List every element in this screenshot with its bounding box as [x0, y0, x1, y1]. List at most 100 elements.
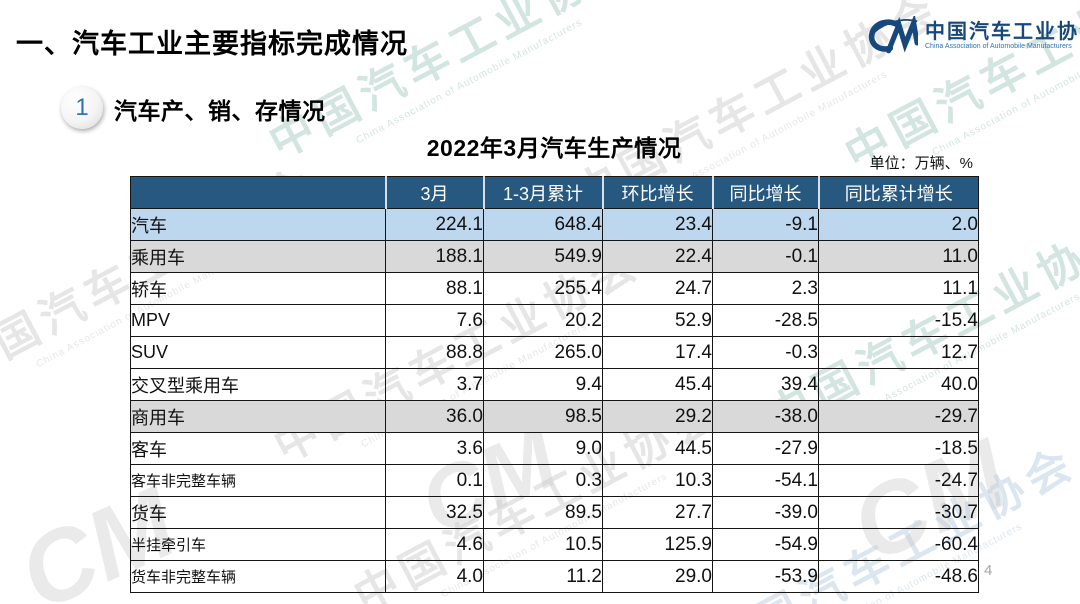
value-cell: 24.7	[602, 272, 713, 305]
value-cell: -48.6	[818, 560, 979, 593]
table-row: 客车非完整车辆 0.1 0.3 10.3 -54.1 -24.7	[130, 464, 979, 497]
value-cell: -18.5	[818, 432, 979, 465]
caam-cm-logo-icon	[866, 16, 918, 56]
value-cell: 648.4	[483, 208, 603, 241]
table-row: 乘用车 188.1 549.9 22.4 -0.1 11.0	[130, 240, 979, 273]
value-cell: 88.8	[385, 336, 484, 369]
table-row: 交叉型乘用车 3.7 9.4 45.4 39.4 40.0	[130, 368, 979, 401]
row-label: 客车	[130, 432, 386, 465]
value-cell: 36.0	[385, 400, 484, 433]
row-label: 客车非完整车辆	[130, 464, 386, 497]
value-cell: 12.7	[818, 336, 979, 369]
value-cell: 98.5	[483, 400, 603, 433]
value-cell: 265.0	[483, 336, 603, 369]
value-cell: 9.4	[483, 368, 603, 401]
value-cell: 3.7	[385, 368, 484, 401]
value-cell: -53.9	[712, 560, 819, 593]
row-label: MPV	[130, 304, 386, 337]
value-cell: 52.9	[602, 304, 713, 337]
value-cell: -60.4	[818, 528, 979, 561]
value-cell: 20.2	[483, 304, 603, 337]
value-cell: -28.5	[712, 304, 819, 337]
value-cell: 0.1	[385, 464, 484, 497]
row-label: 乘用车	[130, 240, 386, 273]
table-row: MPV 7.6 20.2 52.9 -28.5 -15.4	[130, 304, 979, 337]
value-cell: 39.4	[712, 368, 819, 401]
value-cell: 27.7	[602, 496, 713, 529]
value-cell: -0.3	[712, 336, 819, 369]
page-number: 4	[984, 562, 993, 579]
value-cell: -30.7	[818, 496, 979, 529]
value-cell: 188.1	[385, 240, 484, 273]
value-cell: -0.1	[712, 240, 819, 273]
row-label: 轿车	[130, 272, 386, 305]
value-cell: 224.1	[385, 208, 484, 241]
value-cell: 2.3	[712, 272, 819, 305]
row-label: 汽车	[130, 208, 386, 241]
header-cell-cum: 1-3月累计	[482, 176, 603, 209]
value-cell: -29.7	[818, 400, 979, 433]
row-label: 货车非完整车辆	[130, 560, 386, 593]
row-label: 商用车	[130, 400, 386, 433]
value-cell: -54.1	[712, 464, 819, 497]
value-cell: 4.6	[385, 528, 484, 561]
value-cell: 549.9	[483, 240, 603, 273]
value-cell: 88.1	[385, 272, 484, 305]
value-cell: -15.4	[818, 304, 979, 337]
value-cell: 89.5	[483, 496, 603, 529]
logo-name-en: China Association of Automobile Manufact…	[925, 42, 1072, 50]
value-cell: 29.2	[602, 400, 713, 433]
row-label: 交叉型乘用车	[130, 368, 386, 401]
value-cell: 11.2	[483, 560, 603, 593]
value-cell: 11.0	[818, 240, 979, 273]
value-cell: 45.4	[602, 368, 713, 401]
table-title: 2022年3月汽车生产情况	[426, 135, 682, 161]
value-cell: -39.0	[712, 496, 819, 529]
value-cell: 0.3	[483, 464, 603, 497]
logo-name-cn: 中国汽车工业协会	[925, 20, 1080, 43]
value-cell: 17.4	[602, 336, 713, 369]
row-label: 半挂牵引车	[130, 528, 386, 561]
table-row: 货车 32.5 89.5 27.7 -39.0 -30.7	[130, 496, 979, 529]
row-label: SUV	[130, 336, 386, 369]
value-cell: 255.4	[483, 272, 603, 305]
table-row: 轿车 88.1 255.4 24.7 2.3 11.1	[130, 272, 979, 305]
value-cell: 125.9	[602, 528, 713, 561]
value-cell: 10.5	[483, 528, 603, 561]
production-table: 3月 1-3月累计 环比增长 同比增长 同比累计增长 汽车 224.1 648.4 2…	[130, 176, 979, 593]
table-row: SUV 88.8 265.0 17.4 -0.3 12.7	[130, 336, 979, 369]
header-cell-yoy: 同比增长	[711, 176, 819, 209]
value-cell: 22.4	[602, 240, 713, 273]
value-cell: 40.0	[818, 368, 979, 401]
table-row: 汽车 224.1 648.4 23.4 -9.1 2.0	[130, 208, 979, 241]
header-cell-category	[130, 176, 386, 209]
value-cell: -24.7	[818, 464, 979, 497]
value-cell: -9.1	[712, 208, 819, 241]
row-label: 货车	[130, 496, 386, 529]
table-row: 半挂牵引车 4.6 10.5 125.9 -54.9 -60.4	[130, 528, 979, 561]
table-row: 商用车 36.0 98.5 29.2 -38.0 -29.7	[130, 400, 979, 433]
value-cell: -38.0	[712, 400, 819, 433]
value-cell: -54.9	[712, 528, 819, 561]
header-cell-month: 3月	[384, 176, 484, 209]
section-title: 汽车产、销、存情况	[114, 98, 326, 124]
value-cell: 29.0	[602, 560, 713, 593]
table-row: 客车 3.6 9.0 44.5 -27.9 -18.5	[130, 432, 979, 465]
unit-label: 单位：万辆、%	[869, 155, 973, 172]
value-cell: 32.5	[385, 496, 484, 529]
value-cell: -27.9	[712, 432, 819, 465]
value-cell: 10.3	[602, 464, 713, 497]
value-cell: 7.6	[385, 304, 484, 337]
table-header-row: 3月 1-3月累计 环比增长 同比增长 同比累计增长	[130, 176, 979, 209]
value-cell: 11.1	[818, 272, 979, 305]
table-row: 货车非完整车辆 4.0 11.2 29.0 -53.9 -48.6	[130, 560, 979, 593]
value-cell: 44.5	[602, 432, 713, 465]
caam-logo: 中国汽车工业协会 China Association of Automobile…	[866, 16, 1080, 56]
section-number-badge: 1	[61, 87, 103, 129]
value-cell: 23.4	[602, 208, 713, 241]
header-cell-mom: 环比增长	[601, 176, 713, 209]
value-cell: 9.0	[483, 432, 603, 465]
value-cell: 3.6	[385, 432, 484, 465]
page-title: 一、汽车工业主要指标完成情况	[16, 29, 408, 59]
